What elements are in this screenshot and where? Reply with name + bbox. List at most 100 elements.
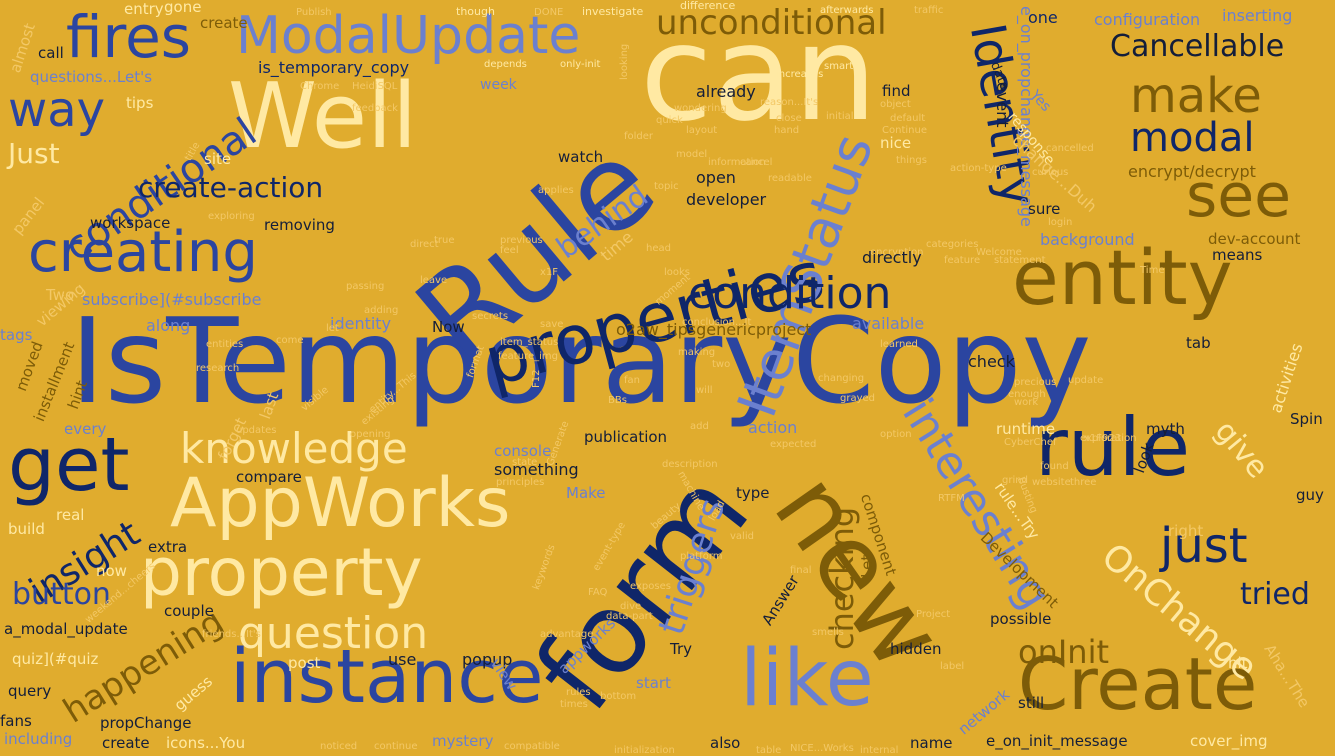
word: runtime: [996, 420, 1056, 438]
word: publication: [584, 428, 668, 446]
word: now: [96, 562, 127, 580]
word: statement: [994, 255, 1046, 266]
word: action-type: [950, 163, 1007, 174]
word: Welcome: [976, 247, 1022, 258]
word: way: [8, 82, 106, 138]
word: platform: [680, 551, 723, 562]
word: model: [676, 149, 708, 160]
word: site: [204, 150, 232, 168]
word: Time: [1140, 265, 1165, 276]
word: three: [1070, 477, 1097, 488]
word: precious: [1014, 377, 1057, 388]
word: come: [276, 335, 304, 346]
word: DONE: [534, 7, 564, 18]
word: also: [710, 734, 741, 752]
word: readable: [768, 173, 812, 184]
word: identity: [330, 314, 392, 333]
word: almost: [6, 21, 39, 75]
word: friends...It's: [202, 629, 261, 640]
word: add: [690, 421, 709, 432]
word: direct: [410, 239, 439, 250]
word: start: [636, 674, 671, 692]
word: developer: [686, 190, 767, 209]
word: week: [480, 77, 517, 93]
word: configuration: [1094, 10, 1201, 29]
word: query: [8, 682, 52, 700]
word: activities: [1266, 340, 1307, 416]
word: traffic: [914, 5, 944, 16]
word: depends: [484, 59, 527, 70]
word: curious: [1032, 167, 1069, 178]
word: Make: [566, 484, 606, 502]
word: guess: [170, 672, 216, 715]
word: unconditional: [656, 3, 887, 43]
word: rule: [1035, 401, 1191, 494]
word: action: [748, 418, 798, 437]
word: fans: [0, 712, 32, 730]
word: quick: [656, 115, 683, 126]
word: gone: [164, 0, 202, 16]
word: tried: [1240, 577, 1310, 612]
word: background: [1040, 230, 1135, 249]
word: x1F: [540, 267, 559, 278]
word: state: [512, 457, 538, 468]
word: grayed: [840, 393, 876, 404]
word: something: [494, 460, 579, 479]
word: things: [896, 155, 927, 166]
word: wondering: [674, 103, 727, 114]
word: BBs: [608, 395, 627, 406]
word: IsTemporaryCopy: [70, 292, 1092, 430]
word: looking: [619, 43, 630, 80]
word: item_status: [500, 337, 559, 348]
word: categories: [926, 239, 979, 250]
word: still: [1018, 694, 1045, 712]
word: create-action: [138, 171, 324, 204]
word: guy: [1296, 486, 1324, 504]
word: get: [8, 422, 130, 508]
word: rules: [566, 687, 591, 698]
word: build: [8, 520, 45, 538]
word: NICE...Works: [790, 743, 854, 754]
word: opening: [350, 429, 391, 440]
word: folder: [624, 131, 654, 142]
word: right: [1168, 522, 1204, 540]
word: feedback: [352, 103, 398, 114]
word: hidden: [890, 640, 942, 658]
word: CyberChef: [1004, 437, 1057, 448]
word: entity: [1012, 233, 1233, 322]
word: icons...You: [166, 734, 246, 752]
word: valid: [730, 531, 754, 542]
word: event: [993, 82, 1012, 128]
word: along: [146, 316, 191, 335]
word: Answer: [758, 572, 803, 629]
word: Chrome: [300, 81, 340, 92]
word: previous: [500, 235, 543, 246]
word: Two: [46, 286, 75, 304]
word: subscribe](#subscribe: [82, 290, 262, 309]
word: Now: [432, 318, 465, 336]
word: Cancellable: [1110, 29, 1285, 64]
word: Project: [916, 609, 951, 620]
word: final: [790, 565, 812, 576]
word: sure: [1028, 200, 1061, 218]
word: encrypt/decrypt: [1128, 162, 1256, 181]
word: information: [708, 157, 766, 168]
word: principles: [496, 477, 545, 488]
word: just: [1160, 518, 1248, 574]
word: research: [196, 363, 240, 374]
word: login: [1048, 217, 1073, 228]
word: HeidiSQL: [352, 81, 398, 92]
word: Just: [8, 137, 60, 170]
word: learned: [880, 339, 918, 350]
word: table: [756, 745, 782, 756]
word: changing: [818, 373, 865, 384]
word: like: [740, 634, 874, 724]
word: quiz](#quiz: [12, 650, 99, 668]
word: making: [678, 347, 716, 358]
word: hand: [774, 125, 800, 136]
word: dive: [620, 601, 642, 612]
word: compatible: [504, 741, 560, 752]
word: FAQ: [588, 587, 608, 598]
word: question: [238, 608, 429, 659]
word: questions...Let's: [30, 68, 153, 86]
